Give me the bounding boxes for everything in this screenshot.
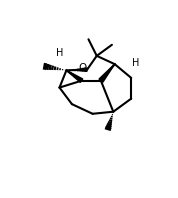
Text: H: H	[132, 58, 139, 68]
Polygon shape	[99, 64, 115, 82]
Text: O: O	[78, 63, 86, 73]
Text: H: H	[56, 48, 63, 58]
Polygon shape	[66, 70, 83, 82]
